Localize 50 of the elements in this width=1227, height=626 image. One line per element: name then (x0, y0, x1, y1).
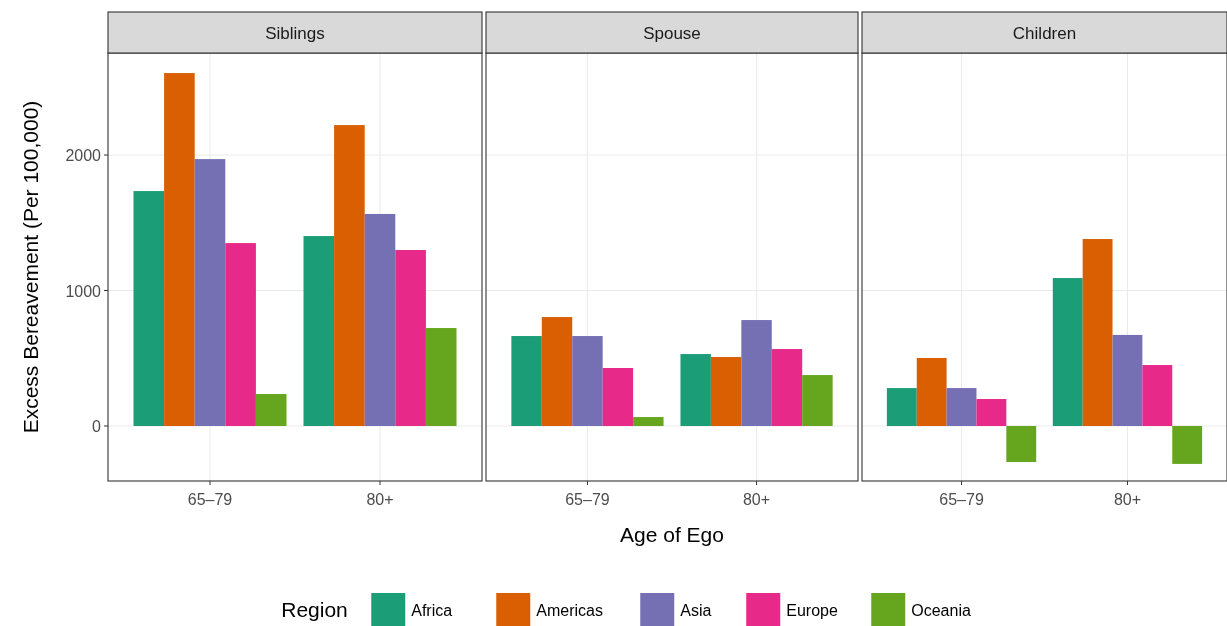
chart-title: Children (1012, 23, 1077, 43)
legend-title: Region (281, 598, 348, 621)
bar (572, 336, 603, 426)
y-tick-label: 1000 (65, 282, 102, 300)
x-tick-label: 80+ (1113, 491, 1142, 508)
y-tick-label: 0 (92, 417, 102, 435)
bar (133, 191, 165, 426)
y-axis-title: Excess Bereavement (Per 100,000) (19, 100, 42, 434)
x-tick-label: 80+ (366, 491, 394, 508)
bar (1112, 334, 1143, 426)
bar (946, 388, 977, 426)
bar (395, 250, 426, 426)
bar (771, 349, 803, 426)
legend-label: Americas (536, 602, 603, 619)
chart-title: Spouse (643, 23, 701, 43)
bar (741, 320, 772, 426)
bar (225, 243, 256, 426)
bar (680, 354, 711, 426)
bar (602, 368, 634, 426)
bar (194, 159, 226, 426)
bar (710, 357, 742, 426)
x-tick-label: 65–79 (565, 491, 610, 508)
bar (886, 388, 917, 426)
bar (164, 73, 195, 426)
legend-label: Oceania (911, 602, 971, 619)
bar (976, 399, 1007, 426)
x-tick-label: 65–79 (939, 491, 984, 508)
y-tick-label: 2000 (65, 147, 102, 165)
bar (1052, 278, 1083, 426)
bar (1082, 239, 1113, 426)
bar (364, 213, 396, 426)
chart-title: Siblings (265, 23, 325, 43)
bar (1172, 425, 1203, 464)
bar (1142, 365, 1173, 426)
bar (255, 394, 287, 426)
bar (425, 328, 457, 426)
x-tick-label: 80+ (742, 491, 771, 508)
bar (916, 357, 947, 426)
x-axis-title: Age of Ego (620, 523, 724, 546)
x-tick-label: 65–79 (187, 491, 233, 508)
legend-label: Europe (786, 602, 838, 619)
legend-label: Asia (680, 602, 712, 619)
bar (633, 417, 664, 426)
bar (802, 375, 833, 426)
bar (541, 317, 573, 426)
legend-label: Africa (411, 602, 453, 619)
bar (303, 236, 335, 426)
bar (334, 125, 365, 426)
bar (511, 336, 542, 426)
bar (1006, 425, 1037, 463)
